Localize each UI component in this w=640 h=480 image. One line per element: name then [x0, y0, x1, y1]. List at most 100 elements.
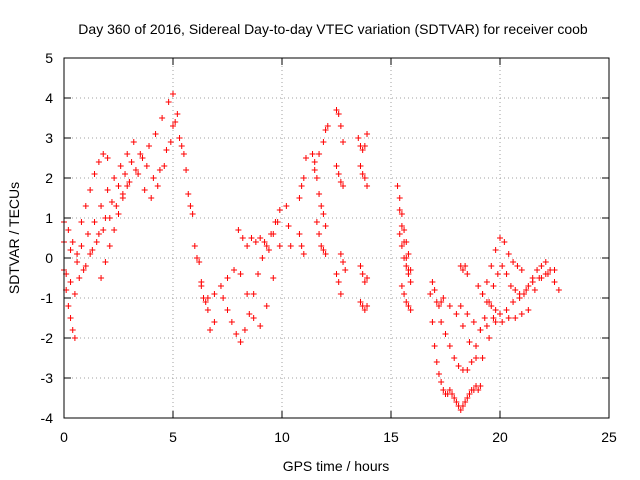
- data-point: [115, 211, 122, 217]
- data-point: [313, 219, 320, 225]
- data-point: [95, 231, 102, 237]
- data-point: [468, 359, 475, 365]
- data-point: [87, 251, 94, 257]
- data-point: [438, 379, 445, 385]
- data-point: [228, 319, 235, 325]
- data-point: [135, 171, 142, 177]
- data-point: [246, 311, 253, 317]
- data-point: [466, 339, 473, 345]
- data-point: [276, 207, 283, 213]
- data-point: [481, 315, 488, 321]
- data-point: [512, 287, 519, 293]
- data-point: [361, 175, 368, 181]
- data-point: [401, 227, 408, 233]
- data-point: [98, 203, 105, 209]
- data-point: [71, 291, 78, 297]
- data-point: [405, 303, 412, 309]
- data-point: [473, 343, 480, 349]
- data-point: [470, 319, 477, 325]
- data-point: [126, 179, 133, 185]
- data-point: [505, 251, 512, 257]
- series-s9: [235, 219, 281, 253]
- data-point: [122, 171, 129, 177]
- data-point: [464, 271, 471, 277]
- data-point: [555, 287, 562, 293]
- data-point: [152, 131, 159, 137]
- series-s12: [296, 231, 307, 257]
- data-point: [407, 307, 414, 313]
- series-s13: [309, 151, 329, 229]
- data-point: [172, 119, 179, 125]
- data-point: [446, 343, 453, 349]
- data-point: [91, 171, 98, 177]
- data-point: [174, 111, 181, 117]
- series-s16: [333, 107, 347, 145]
- data-point: [104, 187, 111, 193]
- data-point: [516, 291, 523, 297]
- data-point: [459, 403, 466, 409]
- data-point: [193, 255, 200, 261]
- data-point: [488, 303, 495, 309]
- data-point: [102, 215, 109, 221]
- series-s11: [296, 155, 309, 201]
- data-point: [143, 163, 150, 169]
- data-point: [449, 391, 456, 397]
- data-point: [257, 235, 264, 241]
- data-point: [71, 335, 78, 341]
- series-s23: [357, 299, 371, 313]
- data-point: [276, 243, 283, 249]
- data-point: [538, 263, 545, 269]
- data-point: [335, 171, 342, 177]
- data-point: [252, 239, 259, 245]
- data-point: [335, 111, 342, 117]
- data-point: [333, 163, 340, 169]
- data-point: [407, 279, 414, 285]
- y-tick-label: 0: [45, 250, 53, 266]
- data-point: [191, 243, 198, 249]
- data-point: [337, 179, 344, 185]
- data-point: [237, 339, 244, 345]
- data-point: [475, 387, 482, 393]
- data-point: [207, 327, 214, 333]
- x-tick-label: 0: [60, 429, 68, 445]
- data-point: [300, 175, 307, 181]
- data-point: [156, 167, 163, 173]
- y-tick-label: -1: [41, 290, 54, 306]
- data-point: [74, 259, 81, 265]
- data-point: [440, 295, 447, 301]
- series-s26: [398, 283, 414, 313]
- data-point: [76, 275, 83, 281]
- data-point: [531, 287, 538, 293]
- series-s33: [479, 235, 525, 297]
- data-point: [285, 223, 292, 229]
- data-point: [464, 311, 471, 317]
- data-point: [204, 295, 211, 301]
- data-point: [401, 291, 408, 297]
- data-point: [91, 219, 98, 225]
- data-point: [93, 239, 100, 245]
- data-point: [165, 99, 172, 105]
- data-point: [320, 211, 327, 217]
- data-point: [337, 251, 344, 257]
- data-point: [429, 279, 436, 285]
- data-point: [244, 291, 251, 297]
- series-s19: [337, 251, 349, 273]
- data-point: [396, 231, 403, 237]
- y-tick-label: 1: [45, 210, 53, 226]
- data-points: [61, 91, 562, 413]
- data-point: [111, 227, 118, 233]
- x-axis-label: GPS time / hours: [283, 458, 390, 474]
- data-point: [364, 183, 371, 189]
- data-point: [316, 151, 323, 157]
- data-point: [503, 307, 510, 313]
- y-axis-label: SDTVAR / TECUs: [6, 182, 22, 294]
- data-point: [196, 259, 203, 265]
- data-point: [490, 315, 497, 321]
- data-point: [359, 171, 366, 177]
- data-point: [518, 311, 525, 317]
- data-point: [464, 395, 471, 401]
- series-s22: [357, 263, 371, 285]
- data-point: [311, 167, 318, 173]
- data-point: [111, 175, 118, 181]
